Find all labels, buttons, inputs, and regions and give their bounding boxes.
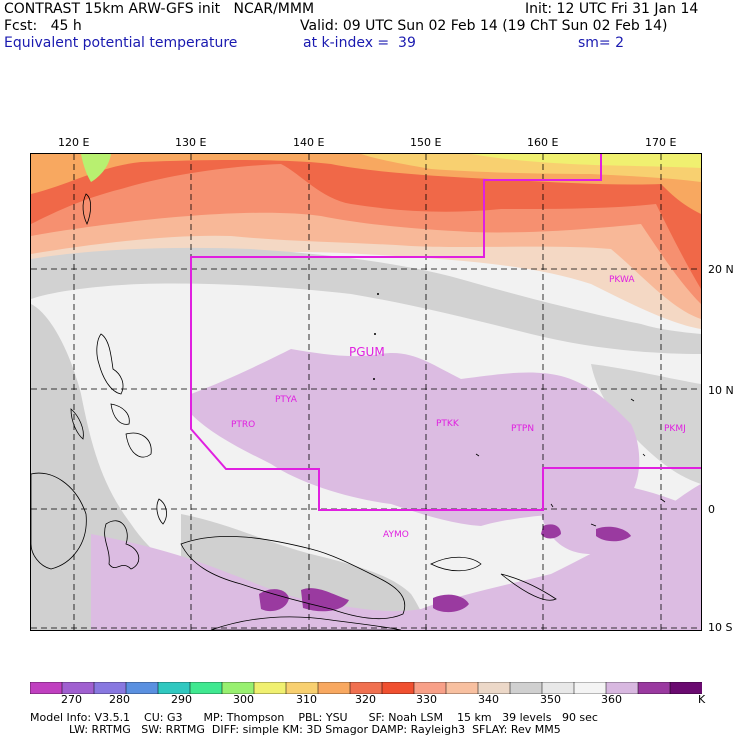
lon-label-130: 130 E bbox=[175, 136, 207, 149]
patch-purple-2 bbox=[301, 588, 349, 612]
colorbar-label-330: 330 bbox=[416, 693, 437, 706]
colorbar-swatch bbox=[381, 682, 415, 694]
lat-label-10n: 10 N bbox=[708, 384, 734, 397]
model-info-line2: LW: RRTMG SW: RRTMG DIFF: simple KM: 3D … bbox=[69, 723, 561, 736]
colorbar-label-300: 300 bbox=[233, 693, 254, 706]
model-info-line1: Model Info: V3.5.1 CU: G3 MP: Thompson P… bbox=[30, 711, 598, 724]
band-lavender-south bbox=[91, 484, 701, 630]
header-forecast-hour: Fcst: 45 h bbox=[4, 18, 82, 34]
colorbar-swatch bbox=[189, 682, 223, 694]
lon-label-160: 160 E bbox=[527, 136, 559, 149]
colorbar-swatch bbox=[445, 682, 479, 694]
lon-label-140: 140 E bbox=[293, 136, 325, 149]
coast-new-guinea bbox=[180, 536, 406, 620]
lat-label-10s: 10 S bbox=[708, 621, 733, 634]
lat-label-20n: 20 N bbox=[708, 263, 734, 276]
colorbar-swatch bbox=[509, 682, 543, 694]
colorbar-label-350: 350 bbox=[540, 693, 561, 706]
colorbar bbox=[30, 682, 702, 694]
station-ptkk: PTKK bbox=[436, 419, 460, 429]
station-aymo: AYMO bbox=[383, 530, 409, 540]
station-pgum: PGUM bbox=[349, 345, 385, 359]
station-pkmj: PKMJ bbox=[664, 424, 686, 434]
header-init-time: Init: 12 UTC Fri 31 Jan 14 bbox=[525, 1, 699, 17]
region-boundary bbox=[190, 154, 701, 511]
lon-label-170: 170 E bbox=[645, 136, 677, 149]
colorbar-swatch bbox=[669, 682, 702, 694]
patch-purple-4 bbox=[541, 524, 561, 539]
coast-micronesia bbox=[475, 398, 666, 527]
header-level: at k-index = 39 bbox=[303, 35, 416, 51]
coast-borneo bbox=[31, 472, 87, 570]
colorbar-label-340: 340 bbox=[478, 693, 499, 706]
header-model-title: CONTRAST 15km ARW-GFS init NCAR/MMM bbox=[4, 1, 315, 17]
coast-luzon bbox=[96, 333, 124, 395]
theta-e-map: PGUM PTYA PTRO PTKK PTPN PKWA PKMJ AYMO bbox=[30, 153, 702, 631]
station-pkwa: PKWA bbox=[609, 275, 635, 285]
coast-solomons bbox=[500, 573, 557, 601]
coast-halmahera bbox=[156, 498, 167, 525]
station-ptya: PTYA bbox=[275, 395, 298, 405]
coast-australia bbox=[210, 616, 402, 630]
colorbar-swatch bbox=[317, 682, 351, 694]
colorbar-label-310: 310 bbox=[296, 693, 317, 706]
station-dots bbox=[373, 293, 379, 380]
lon-label-150: 150 E bbox=[410, 136, 442, 149]
colorbar-unit: K bbox=[698, 693, 706, 706]
coast-sulawesi bbox=[104, 520, 140, 570]
header-field-name: Equivalent potential temperature bbox=[4, 35, 238, 51]
band-red bbox=[31, 154, 701, 289]
coast-visayas bbox=[110, 403, 130, 425]
coast-palawan bbox=[70, 408, 84, 440]
coast-taiwan bbox=[82, 193, 92, 225]
colorbar-label-280: 280 bbox=[109, 693, 130, 706]
coast-new-britain bbox=[430, 556, 482, 572]
patch-purple-5 bbox=[596, 526, 631, 542]
coast-mindanao bbox=[125, 432, 152, 458]
colorbar-swatch bbox=[637, 682, 671, 694]
colorbar-label-270: 270 bbox=[61, 693, 82, 706]
band-yellow bbox=[471, 154, 701, 168]
colorbar-label-290: 290 bbox=[171, 693, 192, 706]
band-gray-west bbox=[31, 304, 201, 630]
header-valid-time: Valid: 09 UTC Sun 02 Feb 14 (19 ChT Sun … bbox=[300, 18, 668, 34]
colorbar-swatch bbox=[30, 682, 63, 694]
patch-purple-3 bbox=[433, 594, 469, 613]
colorbar-swatch bbox=[253, 682, 287, 694]
coastlines bbox=[31, 193, 666, 630]
station-ptpn: PTPN bbox=[511, 424, 534, 434]
colorbar-label-360: 360 bbox=[601, 693, 622, 706]
colorbar-label-320: 320 bbox=[355, 693, 376, 706]
band-gray-north bbox=[31, 247, 701, 354]
colorbar-swatch bbox=[125, 682, 159, 694]
lon-label-120: 120 E bbox=[58, 136, 90, 149]
lat-label-0: 0 bbox=[708, 503, 715, 516]
station-ptro: PTRO bbox=[231, 420, 255, 430]
band-green-patch bbox=[81, 154, 111, 182]
band-gray-east bbox=[591, 364, 701, 484]
header-smoothing: sm= 2 bbox=[578, 35, 625, 51]
patch-purple-1 bbox=[259, 589, 289, 612]
band-lavender bbox=[191, 349, 640, 526]
